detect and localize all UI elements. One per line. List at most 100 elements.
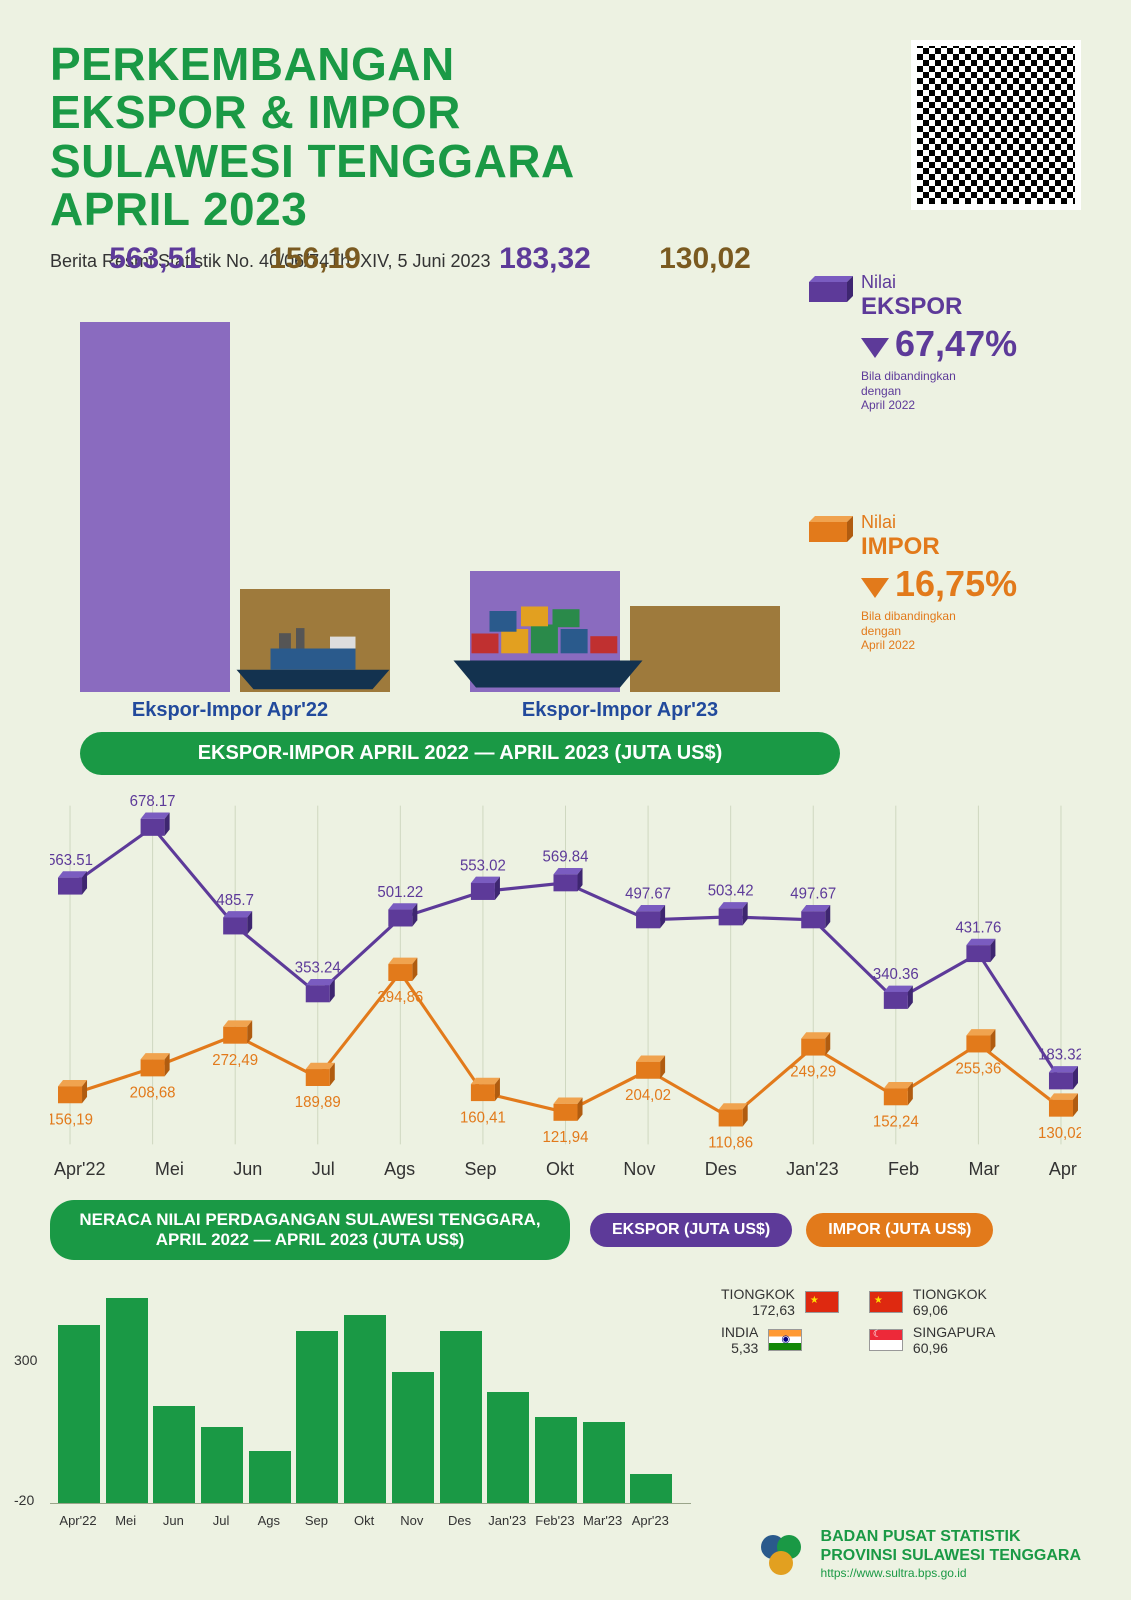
pair-label-22: Ekspor-Impor Apr'22 <box>100 699 360 722</box>
neraca-bar <box>58 1325 100 1504</box>
line-xlabel: Feb <box>888 1159 919 1180</box>
neraca-bar <box>201 1427 243 1504</box>
page-title-4: APRIL 2023 <box>50 185 575 233</box>
neraca-bar <box>440 1331 482 1504</box>
svg-text:204,02: 204,02 <box>625 1087 671 1104</box>
footer-l1: BADAN PUSAT STATISTIK <box>821 1527 1081 1546</box>
country-tiongkok-im: ★ TIONGKOK 69,06 <box>869 1286 995 1318</box>
svg-text:503.42: 503.42 <box>708 883 754 900</box>
svg-text:569.84: 569.84 <box>543 849 589 866</box>
stat-impor-note: Bila dibandingkan dengan April 2022 <box>861 609 1081 652</box>
neraca-bar-chart: -20 300 Apr'22MeiJunJulAgsSepOktNovDesJa… <box>50 1278 691 1538</box>
neraca-bar <box>344 1315 386 1504</box>
svg-text:255,36: 255,36 <box>955 1060 1001 1077</box>
down-arrow-icon <box>861 338 889 358</box>
svg-text:189,89: 189,89 <box>295 1094 341 1111</box>
svg-text:152,24: 152,24 <box>873 1113 919 1130</box>
flag-cn-icon: ★ <box>805 1291 839 1313</box>
neraca-bar <box>630 1474 672 1505</box>
neraca-bar <box>487 1392 529 1505</box>
svg-text:394,86: 394,86 <box>377 989 423 1006</box>
bar-val-ek23: 183,32 <box>470 242 620 571</box>
legend-impor-pill: IMPOR (JUTA US$) <box>806 1213 993 1247</box>
country-col-ekspor: TIONGKOK 172,63 ★ INDIA 5,33 ◉ <box>721 1280 839 1362</box>
stat-impor-pct: 16,75% <box>861 563 1081 605</box>
page-title-2: EKSPOR & IMPOR <box>50 88 575 136</box>
line-xlabel: Jul <box>312 1159 335 1180</box>
flag-sg-icon: ☾ <box>869 1329 903 1351</box>
svg-text:497.67: 497.67 <box>625 885 671 902</box>
stat-ekspor-note: Bila dibandingkan dengan April 2022 <box>861 369 1081 412</box>
svg-text:553.02: 553.02 <box>460 857 506 874</box>
svg-text:272,49: 272,49 <box>212 1052 258 1069</box>
country-india-ek: INDIA 5,33 ◉ <box>721 1324 839 1356</box>
flag-in-icon: ◉ <box>768 1329 802 1351</box>
stat-ekspor-pct: 67,47% <box>861 323 1081 365</box>
svg-text:431.76: 431.76 <box>955 919 1001 936</box>
svg-text:353.24: 353.24 <box>295 959 341 976</box>
svg-text:208,68: 208,68 <box>130 1084 176 1101</box>
stat-ekspor-label1: Nilai <box>861 272 1081 293</box>
stat-impor-label2: IMPOR <box>861 533 1081 561</box>
stat-ekspor: Nilai EKSPOR 67,47% Bila dibandingkan de… <box>861 272 1081 412</box>
line-xlabel: Mar <box>968 1159 999 1180</box>
line-xlabel: Nov <box>623 1159 655 1180</box>
svg-text:130,02: 130,02 <box>1038 1125 1081 1142</box>
country-singapura-im: ☾ SINGAPURA 60,96 <box>869 1324 995 1356</box>
legend-ekspor-pill: EKSPOR (JUTA US$) <box>590 1213 792 1247</box>
banner-neraca: NERACA NILAI PERDAGANGAN SULAWESI TENGGA… <box>50 1200 570 1260</box>
line-xlabel: Apr'22 <box>54 1159 105 1180</box>
country-col-impor: ★ TIONGKOK 69,06 ☾ SINGAPURA 6 <box>869 1280 995 1362</box>
svg-text:485.7: 485.7 <box>216 892 254 909</box>
line-xlabel: Jan'23 <box>786 1159 838 1180</box>
svg-text:110,86: 110,86 <box>708 1134 753 1151</box>
flag-cn-icon: ★ <box>869 1291 903 1313</box>
qr-code[interactable] <box>911 40 1081 210</box>
svg-text:160,41: 160,41 <box>460 1109 506 1126</box>
svg-text:678.17: 678.17 <box>130 795 176 810</box>
footer-l3: https://www.sultra.bps.go.id <box>821 1566 1081 1580</box>
neraca-bar <box>583 1422 625 1504</box>
neraca-bar <box>106 1298 148 1504</box>
neraca-bar <box>535 1417 577 1504</box>
bar-val-im23: 130,02 <box>630 242 780 606</box>
bar-val-ek22: 563,51 <box>80 242 230 322</box>
footer: BADAN PUSAT STATISTIK PROVINSI SULAWESI … <box>757 1527 1081 1580</box>
line-xlabel: Ags <box>384 1159 415 1180</box>
line-xlabel: Okt <box>546 1159 574 1180</box>
svg-text:501.22: 501.22 <box>377 884 423 901</box>
neraca-bar <box>392 1372 434 1504</box>
country-tiongkok-ek: TIONGKOK 172,63 ★ <box>721 1286 839 1318</box>
container-icon-purple <box>807 276 853 304</box>
svg-text:156,19: 156,19 <box>50 1111 93 1128</box>
container-icon-orange <box>807 516 853 544</box>
bar-ekspor-22 <box>80 322 230 692</box>
footer-l2: PROVINSI SULAWESI TENGGARA <box>821 1546 1081 1565</box>
line-xlabel: Des <box>705 1159 737 1180</box>
ship-icon-1 <box>228 622 398 692</box>
neraca-ytick-high: 300 <box>14 1352 37 1368</box>
stat-ekspor-label2: EKSPOR <box>861 293 1081 321</box>
svg-text:249,29: 249,29 <box>790 1064 836 1081</box>
neraca-bar <box>153 1406 195 1504</box>
neraca-xlabel: Apr'23 <box>620 1513 680 1528</box>
stat-impor: Nilai IMPOR 16,75% Bila dibandingkan den… <box>861 512 1081 652</box>
neraca-ytick-low: -20 <box>14 1492 34 1508</box>
line-xlabel: Mei <box>155 1159 184 1180</box>
line-xlabel: Apr <box>1049 1159 1077 1180</box>
bar-comparison-chart: 563,51 156,19 183,32 130,02 Ekspor-Impor… <box>50 282 1081 762</box>
page-title-1: PERKEMBANGAN <box>50 40 575 88</box>
neraca-bar <box>296 1331 338 1504</box>
bar-impor-23 <box>630 606 780 692</box>
page-title-3: SULAWESI TENGGARA <box>50 137 575 185</box>
svg-text:121,94: 121,94 <box>543 1129 589 1146</box>
line-xlabel: Sep <box>465 1159 497 1180</box>
bar-val-im22: 156,19 <box>240 242 390 589</box>
stat-impor-label1: Nilai <box>861 512 1081 533</box>
line-chart-xaxis: Apr'22MeiJunJulAgsSepOktNovDesJan'23FebM… <box>50 1159 1081 1180</box>
svg-text:563.51: 563.51 <box>50 852 93 869</box>
down-arrow-icon <box>861 578 889 598</box>
line-chart: 563.51 678.17 485.7 353.24 501.22 553.02 569.8… <box>50 795 1081 1155</box>
svg-text:497.67: 497.67 <box>790 885 836 902</box>
svg-text:340.36: 340.36 <box>873 966 919 983</box>
